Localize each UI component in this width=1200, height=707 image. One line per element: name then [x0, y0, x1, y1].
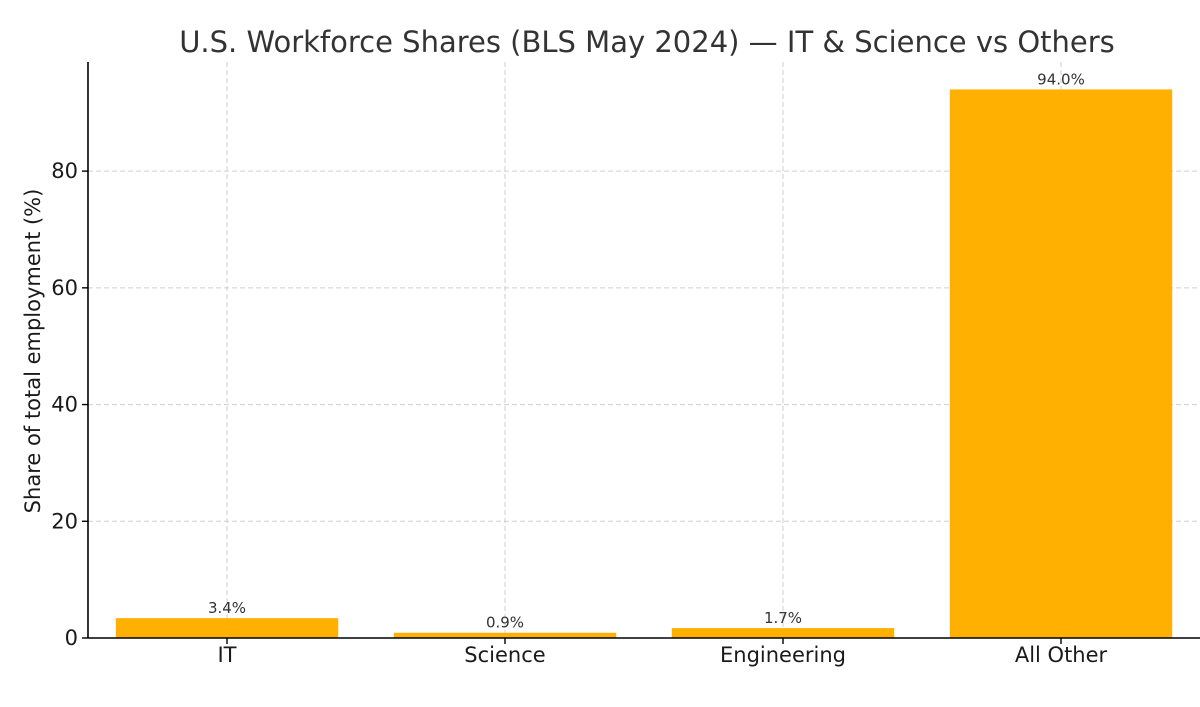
bar-2	[671, 628, 895, 638]
data-label-0: 3.4%	[208, 599, 246, 617]
data-labels: 3.4% 0.9% 1.7% 94.0%	[208, 70, 1085, 631]
bar-0	[115, 618, 339, 638]
bars	[115, 89, 1173, 638]
y-tick-label-1: 20	[51, 509, 78, 533]
data-label-1: 0.9%	[486, 614, 524, 632]
y-tick-label-0: 0	[65, 626, 78, 650]
x-tick-label-2: Engineering	[720, 643, 846, 667]
chart-title: U.S. Workforce Shares (BLS May 2024) — I…	[179, 25, 1115, 59]
data-label-3: 94.0%	[1037, 70, 1085, 88]
x-tick-label-3: All Other	[1015, 643, 1108, 667]
data-label-2: 1.7%	[764, 609, 802, 627]
axes: 0 20 40 60 80 IT Science Engineering All Other	[51, 62, 1200, 667]
x-tick-label-0: IT	[217, 643, 236, 667]
bar-1	[393, 632, 617, 638]
bar-3	[949, 89, 1173, 638]
y-tick-label-3: 60	[51, 276, 78, 300]
y-tick-label-2: 40	[51, 393, 78, 417]
x-tick-label-1: Science	[464, 643, 545, 667]
y-axis-label: Share of total employment (%)	[21, 189, 45, 514]
y-tick-label-4: 80	[51, 159, 78, 183]
grid-lines	[88, 62, 1200, 638]
